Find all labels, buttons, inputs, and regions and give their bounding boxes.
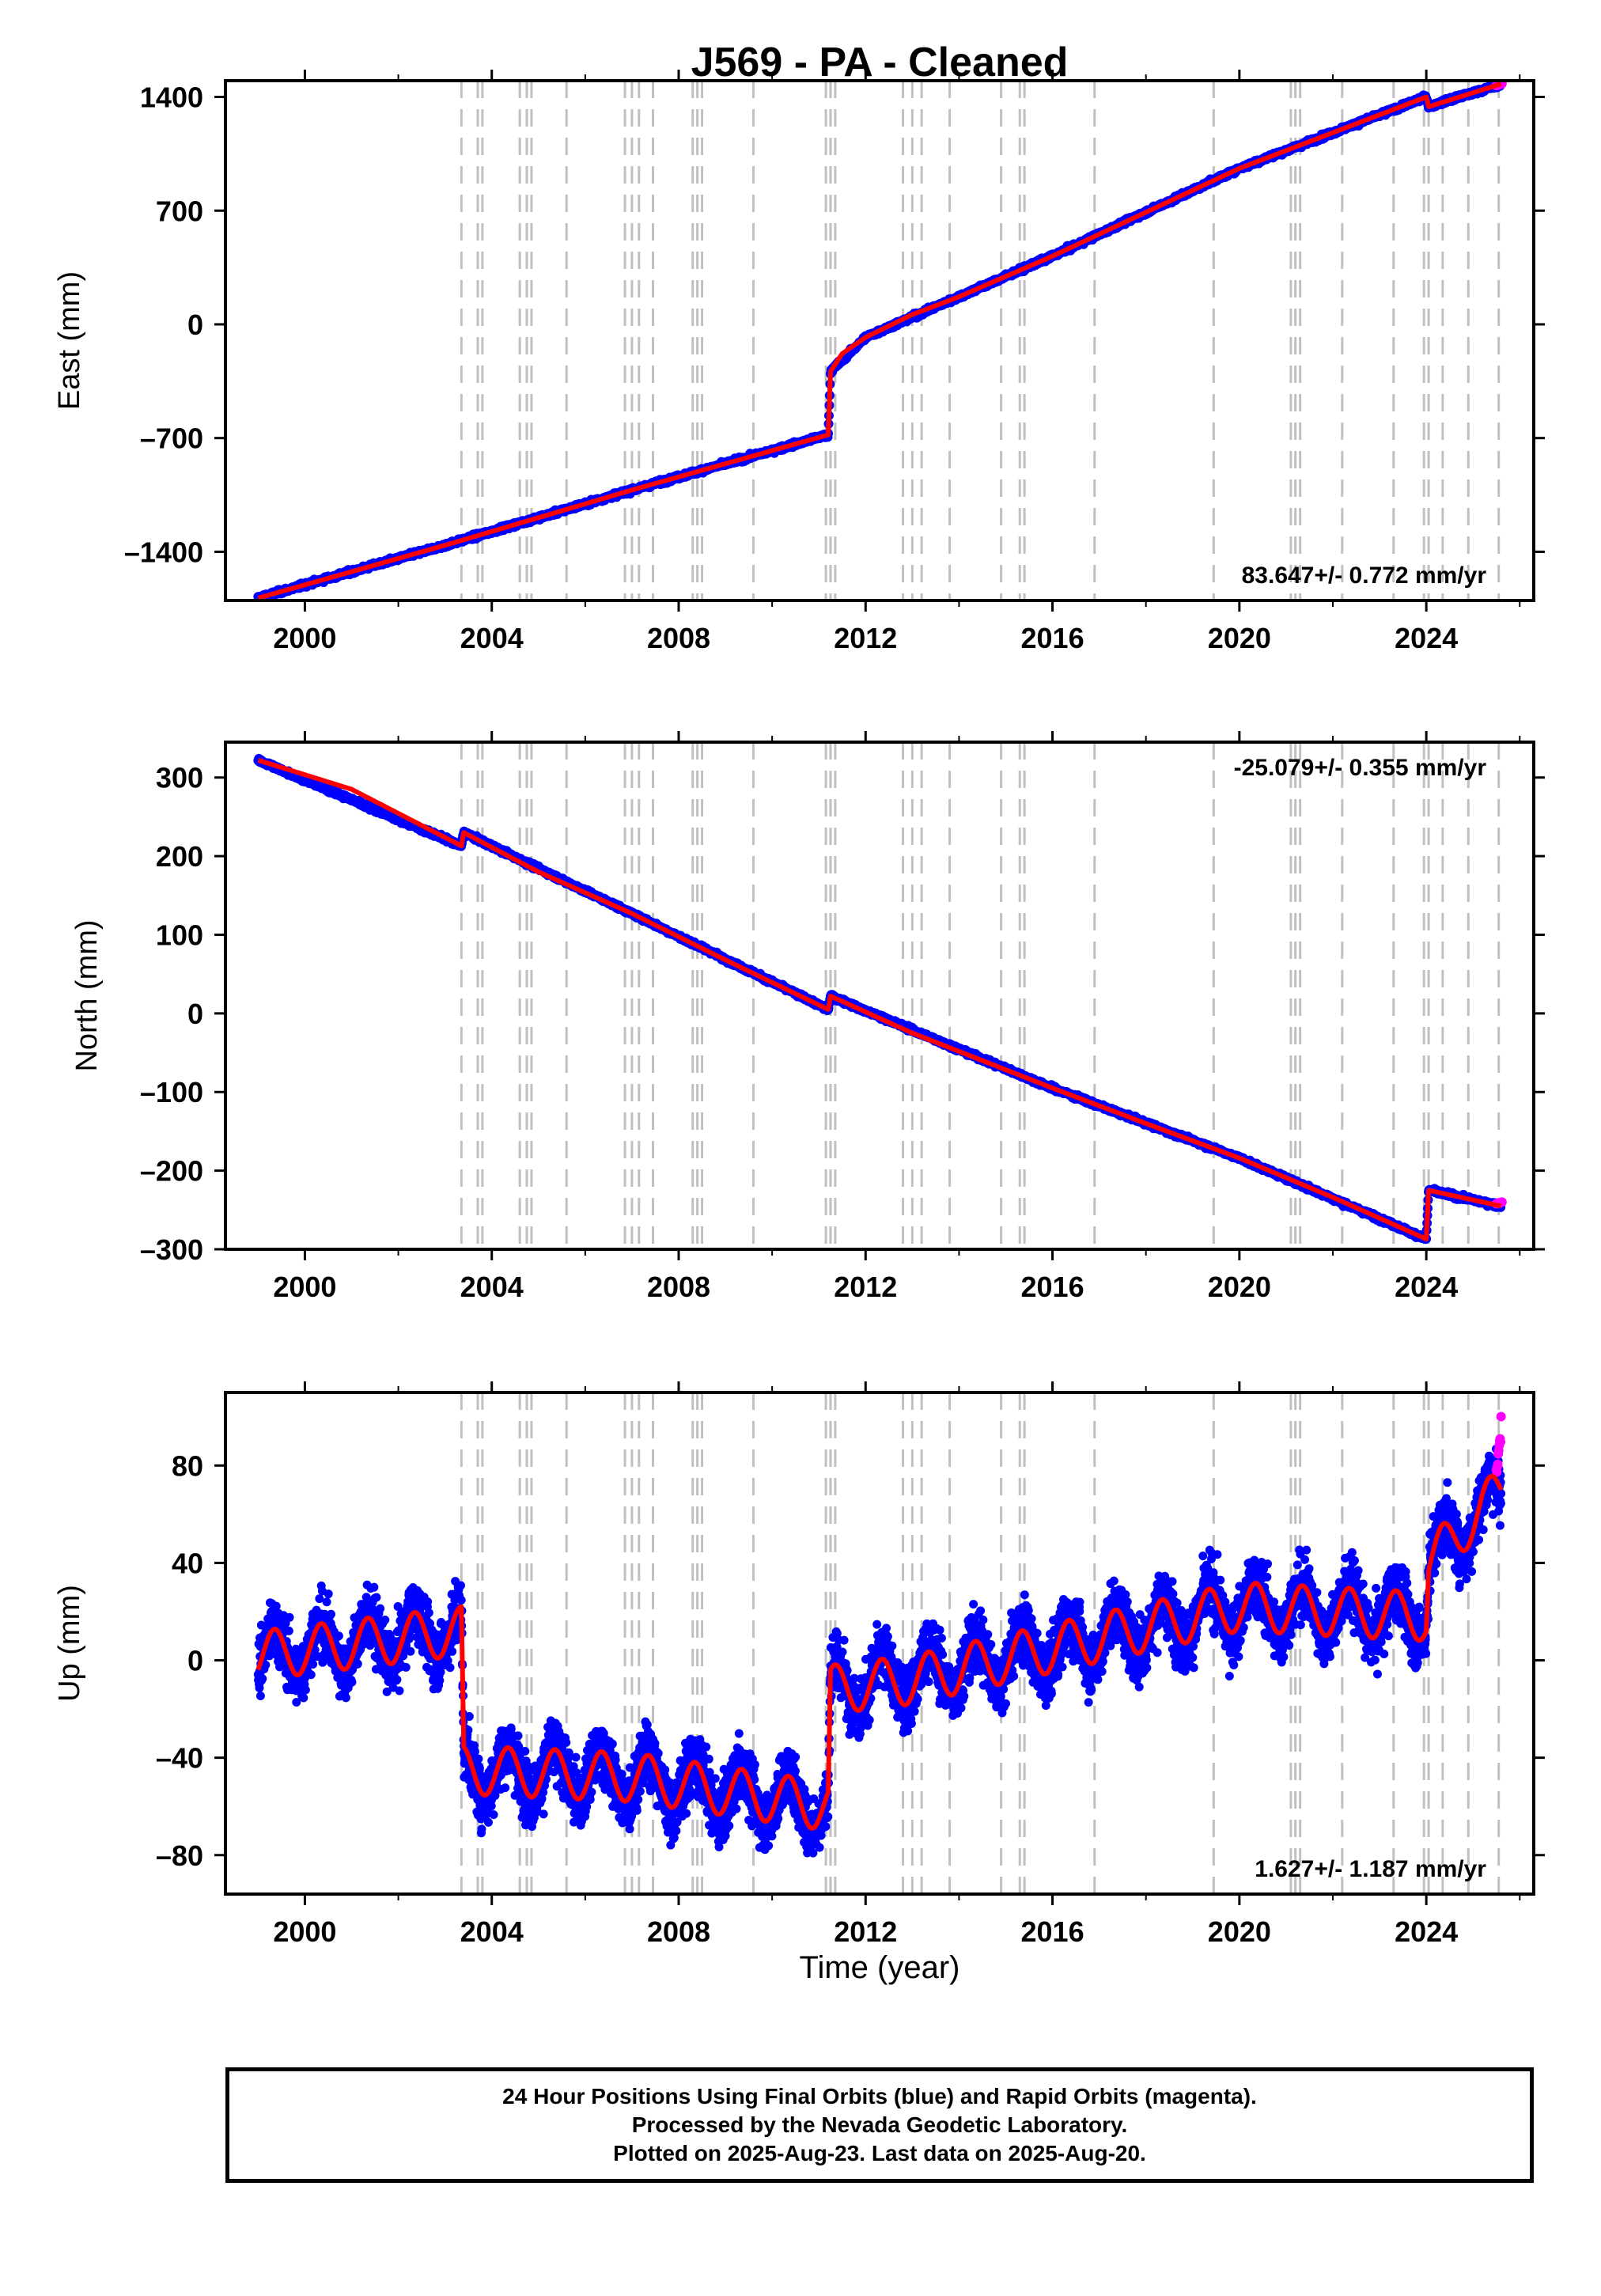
y-axis-label: East (mm) — [53, 271, 86, 410]
model-curve — [255, 81, 1504, 601]
x-tick-label: 2004 — [460, 622, 524, 654]
x-tick-label: 2008 — [647, 622, 710, 654]
rate-annotation: 83.647+/- 0.772 mm/yr — [1242, 563, 1487, 589]
chart-title: J569 - PA - Cleaned — [691, 40, 1069, 85]
plot-area — [253, 742, 1507, 1249]
y-tick-label: –700 — [140, 422, 203, 455]
y-tick-label: 700 — [156, 195, 203, 227]
y-tick-label: –1400 — [124, 536, 203, 568]
x-tick-label: 2020 — [1208, 622, 1271, 654]
plot-frame — [224, 79, 1535, 602]
x-tick-label: 2000 — [273, 622, 336, 654]
x-tick-label: 2016 — [1021, 622, 1084, 654]
plot-area — [253, 81, 1507, 601]
y-tick-label: 1400 — [140, 81, 203, 114]
panel-2: 2000 2004 2008 2012 2016 2020 2024–300–200–100… — [70, 731, 1545, 1303]
y-tick-label: 0 — [187, 309, 203, 341]
x-tick-label: 2012 — [834, 622, 897, 654]
panel-1: 2000 2004 2008 2012 2016 2020 2024 –1400 –700 0 70… — [53, 70, 1545, 654]
x-tick-label: 2024 — [1395, 622, 1458, 654]
panels: 2000 2004 2008 2012 2016 2020 2024 –1400 –700 0 70… — [53, 70, 1545, 1948]
